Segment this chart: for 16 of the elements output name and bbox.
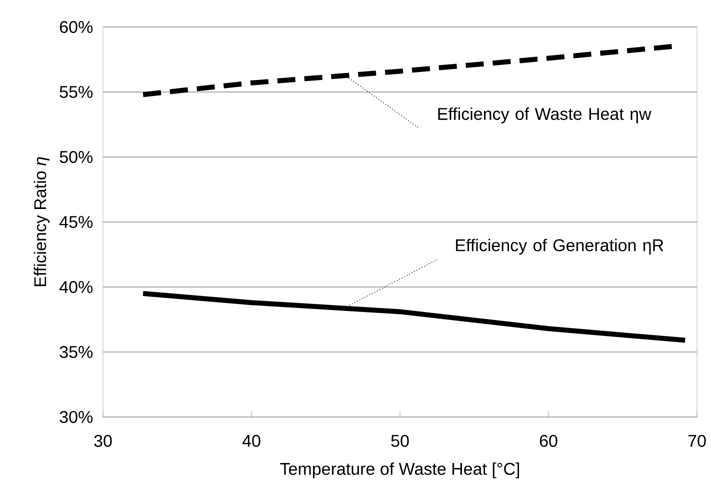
y-axis-title: Efficiency Ratio η: [34, 157, 50, 286]
x-tick-label: 60: [540, 434, 558, 447]
x-axis-title: Temperature of Waste Heat [°C]: [280, 462, 520, 478]
x-tick-label: 40: [242, 434, 260, 447]
x-tick-label: 30: [94, 434, 112, 447]
annotation: Efficiency of Waste Heat ηw: [438, 108, 652, 124]
x-tick-label: 50: [391, 434, 409, 447]
y-tick-label: 30%: [60, 410, 93, 424]
y-tick-label: 35%: [60, 346, 93, 358]
x-tick-label: 70: [688, 434, 706, 447]
y-tick-label: 45%: [60, 216, 93, 228]
y-tick-label: 50%: [60, 150, 93, 164]
y-tick-label: 60%: [60, 20, 93, 34]
y-tick-label: 55%: [60, 86, 93, 98]
annotation: Efficiency of Generation ηR: [456, 238, 664, 255]
y-tick-label: 40%: [60, 280, 93, 294]
